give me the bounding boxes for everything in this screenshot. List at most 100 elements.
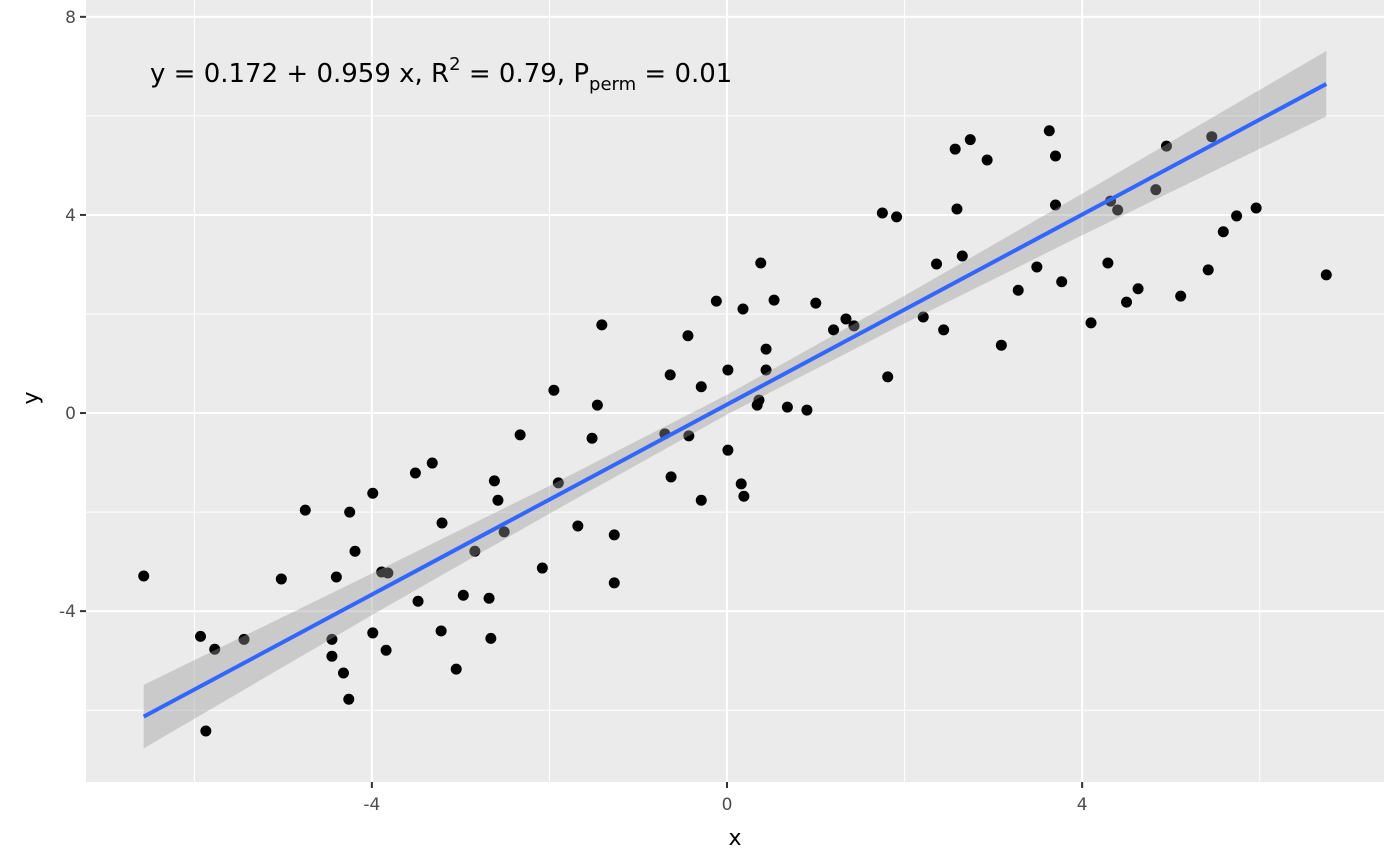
point <box>485 632 497 644</box>
point <box>695 381 707 393</box>
x-tick-label: 4 <box>1077 795 1088 815</box>
point <box>1132 283 1144 295</box>
point <box>514 429 526 441</box>
point <box>956 250 968 262</box>
point <box>299 504 311 516</box>
point <box>1056 276 1068 288</box>
point <box>337 667 349 679</box>
x-tick-label: 0 <box>722 795 733 815</box>
point <box>1250 202 1262 214</box>
point <box>1085 317 1097 329</box>
point <box>917 311 929 323</box>
x-axis-title: x <box>728 826 741 851</box>
point <box>938 324 950 336</box>
point <box>1175 290 1187 302</box>
point <box>326 650 338 662</box>
point <box>738 490 750 502</box>
point <box>722 364 734 376</box>
point <box>488 475 500 487</box>
point <box>275 573 287 585</box>
point <box>1012 284 1024 296</box>
point <box>695 494 707 506</box>
point <box>209 643 221 655</box>
point <box>683 430 695 442</box>
point <box>1231 210 1243 222</box>
point <box>586 432 598 444</box>
point <box>1050 199 1062 211</box>
point <box>552 477 564 489</box>
eq-end: = 0.01 <box>636 59 732 89</box>
point <box>536 562 548 574</box>
point <box>591 399 603 411</box>
point <box>195 630 207 642</box>
point <box>995 339 1007 351</box>
x-tick-label: -4 <box>363 795 380 815</box>
point <box>380 644 392 656</box>
y-axis-title: y <box>19 391 44 404</box>
point <box>492 494 504 506</box>
point <box>1031 261 1043 273</box>
point <box>964 134 976 146</box>
point <box>200 725 212 737</box>
point <box>682 330 694 342</box>
point <box>238 633 250 645</box>
point <box>548 384 560 396</box>
eq-mid: = 0.79, P <box>461 59 589 89</box>
point <box>483 592 495 604</box>
point <box>1112 204 1124 216</box>
point <box>840 313 852 325</box>
point <box>768 294 780 306</box>
point <box>344 506 356 518</box>
point <box>1121 296 1133 308</box>
point <box>450 663 462 675</box>
eq-sub: perm <box>589 74 636 95</box>
marks <box>138 51 1332 749</box>
point <box>760 343 772 355</box>
y-tick-label: 4 <box>65 206 76 226</box>
point <box>498 526 510 538</box>
point <box>981 154 993 166</box>
point <box>801 404 813 416</box>
point <box>469 545 481 557</box>
point <box>608 577 620 589</box>
point <box>1043 125 1055 137</box>
point <box>810 297 822 309</box>
point <box>1160 140 1172 152</box>
point <box>367 627 379 639</box>
point <box>1102 257 1114 269</box>
point <box>572 520 584 532</box>
point <box>781 401 793 413</box>
eq-main: y = 0.172 + 0.959 x, R <box>150 59 449 89</box>
point <box>710 295 722 307</box>
point <box>326 633 338 645</box>
point <box>665 471 677 483</box>
y-tick-label: 0 <box>65 404 76 424</box>
point <box>435 625 447 637</box>
point <box>949 143 961 155</box>
point <box>1320 269 1332 281</box>
y-tick-label: 8 <box>65 8 76 28</box>
point <box>138 570 150 582</box>
y-tick-label: -4 <box>59 602 76 622</box>
point <box>951 203 963 215</box>
point <box>1150 184 1162 196</box>
point <box>409 467 421 479</box>
point <box>891 211 903 223</box>
grid <box>86 0 1384 782</box>
point <box>1050 150 1062 162</box>
regression-line <box>142 82 1328 719</box>
point <box>931 258 943 270</box>
point <box>426 457 438 469</box>
equation: y = 0.172 + 0.959 x, R2 = 0.79, Pperm = … <box>150 54 732 95</box>
point <box>755 257 767 269</box>
point <box>828 324 840 336</box>
point <box>737 303 749 315</box>
point <box>1206 131 1218 143</box>
point <box>753 394 765 406</box>
point <box>664 369 676 381</box>
point <box>436 517 448 529</box>
point <box>330 571 342 583</box>
point <box>349 545 361 557</box>
panel <box>86 0 1384 782</box>
point <box>735 478 747 490</box>
